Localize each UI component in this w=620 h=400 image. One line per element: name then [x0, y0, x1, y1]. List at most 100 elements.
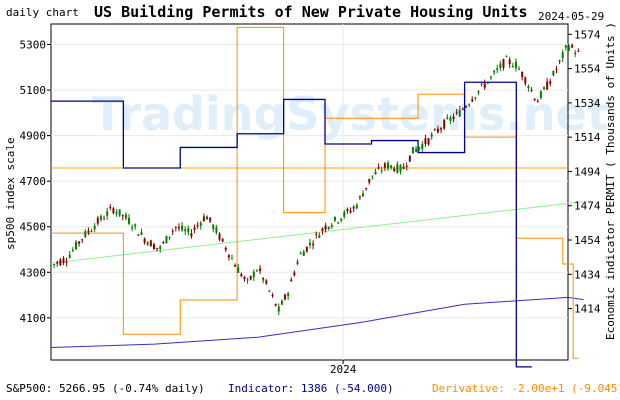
candle-body [455, 111, 458, 113]
candle-body [296, 261, 299, 265]
candle-body [524, 77, 527, 84]
right-axis-label: Economic indicator PERMIT ( Thousands of… [604, 22, 617, 340]
candle-body [84, 231, 87, 238]
sp500-candle [496, 64, 499, 73]
sp500-candle [552, 70, 555, 77]
sp500-candle [558, 59, 561, 65]
candle-body [362, 193, 365, 197]
candle-body [405, 165, 408, 167]
candle-body [549, 81, 552, 84]
sp500-candle [393, 166, 396, 173]
candle-body [552, 70, 555, 76]
sp500-candle [486, 81, 489, 85]
sp500-candle [146, 241, 149, 247]
candle-body [262, 277, 265, 281]
sp500-candle [90, 228, 93, 233]
candle-body [78, 241, 81, 244]
candle-body [131, 227, 134, 229]
candle-body [109, 207, 112, 209]
left-tick-label: 4500 [20, 221, 47, 234]
candle-body [152, 244, 155, 250]
candle-body [168, 236, 171, 238]
sp500-candle [355, 203, 358, 210]
sp500-candle [71, 247, 74, 253]
sp500-candles [50, 43, 580, 316]
sp500-candle [277, 303, 280, 316]
sp500-candle [571, 43, 574, 49]
sp500-candle [424, 134, 427, 147]
sp500-candle [468, 103, 471, 107]
candle-body [399, 165, 402, 172]
sp500-candle [489, 75, 492, 81]
sp500-candle [299, 251, 302, 255]
left-axis-ticks: 4100 4300 4500 4700 4900 5100 5300 [20, 39, 51, 325]
header-date: 2024-05-29 [538, 10, 604, 23]
candle-body [436, 128, 439, 133]
sp500-candle [212, 223, 215, 233]
sp500-candle [118, 209, 121, 217]
sp500-candle [131, 224, 134, 232]
sp500-candle [196, 221, 199, 229]
x-axis-ticks: 2024 [330, 360, 357, 376]
candle-body [165, 235, 168, 244]
candle-body [333, 216, 336, 221]
sp500-candle [249, 275, 252, 281]
candle-body [149, 240, 152, 247]
sp500-candle [418, 146, 421, 152]
sp500-candle [240, 272, 243, 278]
candle-body [184, 229, 187, 232]
sp500-candle [112, 206, 115, 215]
candle-body [243, 276, 246, 280]
sp500-candle [290, 277, 293, 282]
candle-body [218, 233, 221, 240]
sp500-candle [480, 81, 483, 87]
candle-body [468, 104, 471, 106]
sp500-candle [252, 269, 255, 282]
candle-body [577, 51, 580, 53]
sp500-candle [181, 221, 184, 232]
candle-body [162, 242, 165, 244]
candle-body [574, 52, 577, 55]
candle-body [174, 226, 177, 228]
derivative-line [51, 26, 579, 359]
sp500-candle [62, 256, 65, 266]
sp500-candle [174, 226, 177, 232]
sp500-candle [81, 238, 84, 244]
candle-body [358, 196, 361, 198]
sp500-candle [433, 128, 436, 131]
footer-sp500: S&P500: 5266.95 (-0.74% daily) [6, 382, 205, 395]
candle-body [190, 233, 193, 237]
candle-body [461, 109, 464, 111]
sp500-candle [99, 214, 102, 222]
sp500-candle [287, 291, 290, 300]
sp500-candle [109, 203, 112, 211]
sp500-candle [346, 207, 349, 215]
sp500-candle [87, 227, 90, 236]
sp500-candle [371, 175, 374, 180]
left-tick-label: 4700 [20, 175, 47, 188]
candle-body [240, 273, 243, 277]
candle-body [396, 163, 399, 173]
candle-body [418, 147, 421, 150]
candle-body [318, 235, 321, 238]
candle-body [268, 290, 271, 292]
sp500-candle [184, 226, 187, 235]
candle-body [558, 60, 561, 62]
sp500-candle [380, 166, 383, 174]
sp500-candle [449, 115, 452, 125]
sp500-candle [543, 86, 546, 90]
candle-body [433, 129, 436, 131]
candle-body [118, 209, 121, 216]
sp500-candle [411, 146, 414, 154]
candle-body [103, 218, 106, 220]
sp500-candle [121, 214, 124, 221]
candle-body [386, 162, 389, 169]
candle-body [327, 226, 330, 229]
candle-body [343, 211, 346, 217]
sp500-candle [349, 207, 352, 214]
candle-body [496, 68, 499, 71]
slow-average-line [50, 296, 584, 348]
sp500-candle [471, 96, 474, 103]
candle-body [187, 228, 190, 233]
plot-frame [50, 23, 569, 361]
